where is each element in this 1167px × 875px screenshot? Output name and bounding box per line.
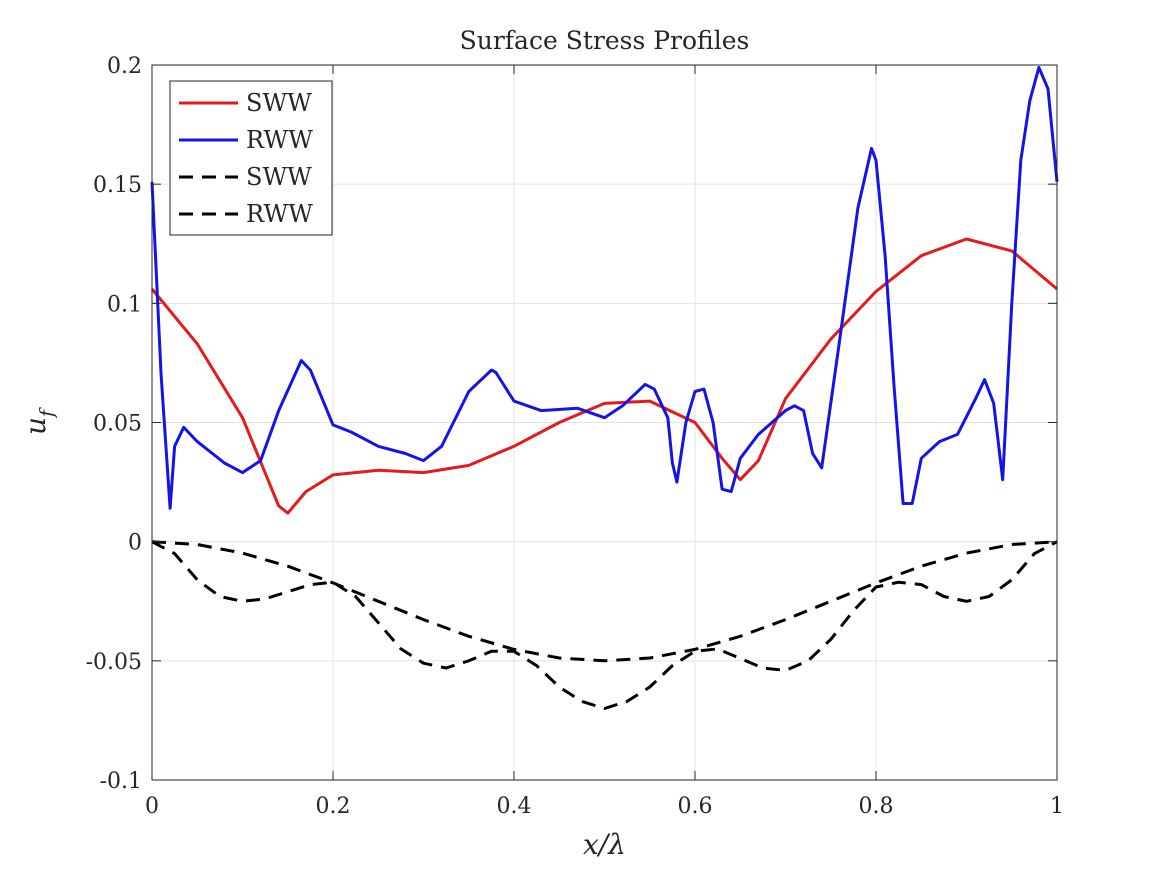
legend: SWW RWW SWW RWW — [169, 80, 333, 236]
y-tick-label: -0.1 — [100, 769, 142, 794]
axis-ticks: 0 0.2 0.4 0.6 0.8 1 -0.1 -0.05 0 0.05 0.1 0.15 0.2 — [86, 54, 1064, 819]
x-tick-label: 0.6 — [678, 794, 713, 819]
x-tick-label: 0.8 — [859, 794, 894, 819]
svg-text:uf: uf — [19, 407, 58, 435]
y-tick-label: 0.1 — [107, 292, 142, 317]
x-tick-label: 0 — [145, 794, 159, 819]
series-line-2 — [150, 65, 1059, 510]
legend-label: RWW — [246, 200, 313, 228]
y-axis-label: uf — [19, 407, 58, 435]
y-axis-label-subscript: f — [36, 407, 58, 419]
series-layer — [150, 65, 1059, 710]
y-tick-label: -0.05 — [86, 650, 142, 675]
y-tick-label: 0.15 — [93, 173, 142, 198]
series-line-1 — [150, 237, 1058, 515]
legend-label: SWW — [246, 163, 312, 191]
x-axis-label: x/λ — [583, 828, 626, 861]
y-tick-label: 0.2 — [107, 54, 142, 79]
y-tick-label: 0 — [128, 531, 142, 556]
y-axis-label-main: u — [19, 417, 52, 435]
x-tick-label: 0.4 — [497, 794, 532, 819]
series-line-3 — [151, 540, 1058, 663]
x-tick-label: 0.2 — [316, 794, 351, 819]
x-tick-label: 1 — [1050, 794, 1064, 819]
series-line-4 — [151, 540, 1058, 710]
legend-box — [169, 80, 333, 236]
y-tick-label: 0.05 — [93, 412, 142, 437]
legend-label: RWW — [246, 126, 313, 154]
legend-label: SWW — [246, 89, 312, 117]
chart-title: Surface Stress Profiles — [460, 26, 750, 55]
